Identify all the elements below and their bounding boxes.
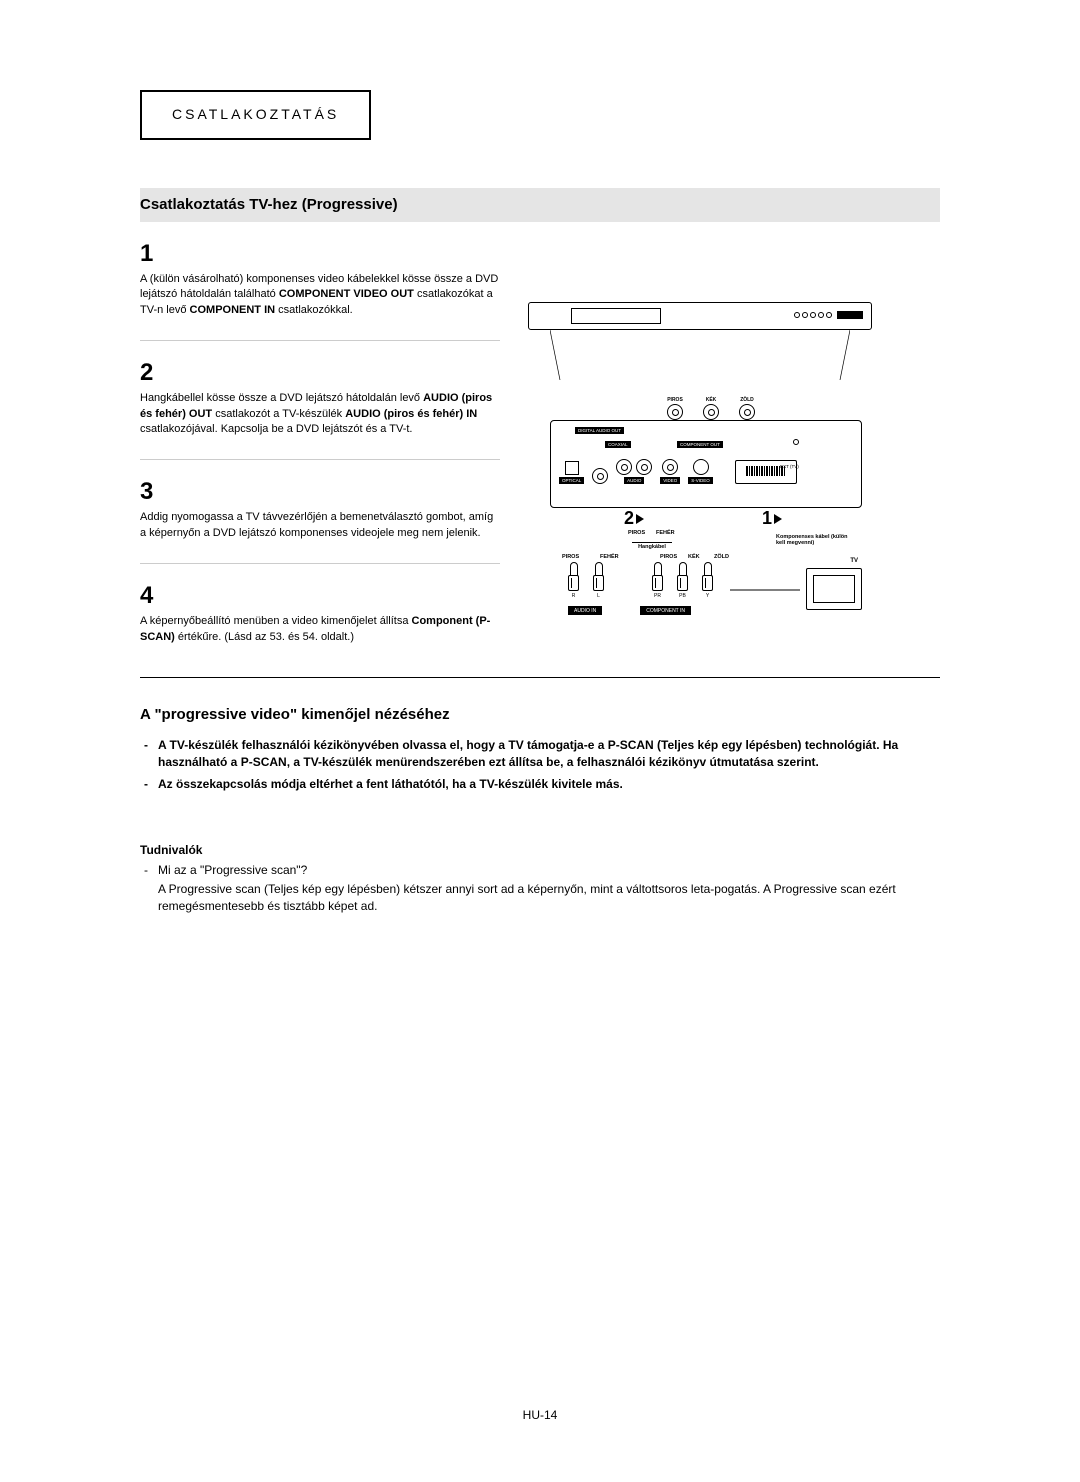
rca-plug: R — [568, 562, 579, 599]
port-label: COAXIAL — [605, 441, 631, 448]
bullet-list: A TV-készülék felhasználói kézikönyvében… — [140, 737, 940, 793]
jack-color-label: KÉK — [706, 397, 717, 403]
step-text: A (külön vásárolható) komponenses video … — [140, 272, 500, 318]
port-label: VIDEO — [660, 477, 680, 484]
coaxial-jack — [592, 468, 608, 484]
step-number: 3 — [140, 478, 500, 506]
subsection-title: A "progressive video" kimenőjel nézéséhe… — [140, 706, 940, 723]
component-out-jacks: PIROS KÉK ZÖLD — [667, 397, 755, 420]
tv-label: TV — [850, 558, 858, 564]
bullet-item: A TV-készülék felhasználói kézikönyvében… — [158, 737, 940, 772]
plug-color-label: KÉK — [688, 554, 700, 560]
plug-channel-label: PR — [654, 593, 661, 599]
audio-jack — [616, 459, 632, 475]
rca-plug: Y — [702, 562, 713, 599]
port-label: DIGITAL AUDIO OUT — [575, 427, 624, 434]
section-title: Csatlakoztatás TV-hez (Progressive) — [140, 196, 398, 213]
tv-input-labels: AUDIO IN COMPONENT IN — [568, 606, 691, 615]
front-display — [837, 311, 863, 319]
port-label: COMPONENT OUT — [677, 441, 723, 448]
audio-in-label: AUDIO IN — [568, 606, 602, 615]
front-button — [794, 312, 800, 318]
step-number: 4 — [140, 582, 500, 610]
jack-color-label: PIROS — [667, 397, 683, 403]
leader-lines — [550, 330, 850, 380]
audio-cable-color: PIROS — [628, 530, 645, 536]
plug-color-label: PIROS — [562, 554, 579, 560]
video-jack — [662, 459, 678, 475]
component-in-label: COMPONENT IN — [640, 606, 691, 615]
note-question: Mi az a "Progressive scan"? — [140, 863, 940, 877]
port-label: AUDIO — [624, 477, 644, 484]
step-number: 1 — [140, 240, 500, 268]
plug-channel-label: Y — [706, 593, 709, 599]
svideo-port — [693, 459, 709, 475]
chapter-label: CSATLAKOZTATÁS — [172, 106, 339, 122]
front-button — [810, 312, 816, 318]
front-button — [818, 312, 824, 318]
port-label: S-VIDEO — [688, 477, 713, 484]
plug-channel-label: R — [572, 593, 576, 599]
content-row: 1 A (külön vásárolható) komponenses vide… — [140, 222, 940, 667]
triangle-icon — [636, 514, 644, 524]
audio-jack — [636, 459, 652, 475]
step-text: Addig nyomogassa a TV távvezérlőjén a be… — [140, 510, 500, 541]
note-body: A Progressive scan (Teljes kép egy lépés… — [140, 881, 940, 916]
component-cable-label: Komponenses kábel (külön kell megvenni) — [776, 534, 854, 546]
audio-cable-color: FEHÉR — [656, 530, 675, 536]
diagram-column: PIROS KÉK ZÖLD DIGITAL AUDIO OUT COAXIAL — [520, 222, 940, 667]
jack-color-label: ZÖLD — [740, 397, 754, 403]
chapter-box: CSATLAKOZTATÁS — [140, 90, 371, 140]
cable-plugs-row: R L PR PB Y — [568, 562, 713, 599]
section-title-bar: Csatlakoztatás TV-hez (Progressive) — [140, 188, 940, 222]
tv-screen — [813, 575, 855, 603]
port-label: OPTICAL — [559, 477, 584, 484]
connector-line — [730, 582, 810, 612]
connection-diagram: PIROS KÉK ZÖLD DIGITAL AUDIO OUT COAXIAL — [520, 302, 880, 632]
step-number: 2 — [140, 359, 500, 387]
step-1: 1 A (külön vásárolható) komponenses vide… — [140, 222, 500, 341]
step-4: 4 A képernyőbeállító menüben a video kim… — [140, 564, 500, 667]
step-3: 3 Addig nyomogassa a TV távvezérlőjén a … — [140, 460, 500, 564]
bullet-item: Az összekapcsolás módja eltérhet a fent … — [158, 776, 940, 793]
step-2: 2 Hangkábellel kösse össze a DVD lejátsz… — [140, 341, 500, 460]
triangle-icon — [774, 514, 782, 524]
rca-plug: PR — [652, 562, 663, 599]
steps-column: 1 A (külön vásárolható) komponenses vide… — [140, 222, 500, 667]
front-button — [826, 312, 832, 318]
plug-color-label: FEHÉR — [600, 554, 619, 560]
ext-label: EXT (TV) — [780, 465, 799, 470]
arrow-marker-2: 2 — [624, 508, 644, 529]
disc-tray — [571, 308, 661, 324]
front-button — [802, 312, 808, 318]
dvd-back-panel: PIROS KÉK ZÖLD DIGITAL AUDIO OUT COAXIAL — [550, 420, 862, 508]
front-panel — [794, 311, 863, 319]
tv-icon — [806, 568, 862, 610]
plug-color-label: PIROS — [660, 554, 677, 560]
optical-port — [565, 461, 579, 475]
arrow-marker-1: 1 — [762, 508, 782, 529]
page-number: HU-14 — [523, 1408, 558, 1422]
plug-channel-label: PB — [679, 593, 686, 599]
plug-channel-label: L — [597, 593, 600, 599]
audio-cable-label: Hangkábel — [632, 542, 672, 550]
back-panel-ports: OPTICAL AUDIO VIDEO — [559, 459, 797, 484]
step-text: A képernyőbeállító menüben a video kimen… — [140, 614, 500, 645]
power-indicator — [793, 439, 799, 445]
rca-jack — [703, 404, 719, 420]
rca-plug: L — [593, 562, 604, 599]
step-text: Hangkábellel kösse össze a DVD lejátszó … — [140, 391, 500, 437]
rca-jack — [667, 404, 683, 420]
dvd-player-front — [528, 302, 872, 330]
note-heading: Tudnivalók — [140, 843, 940, 857]
divider — [140, 677, 940, 678]
rca-plug: PB — [677, 562, 688, 599]
plug-color-label: ZÖLD — [714, 554, 729, 560]
rca-jack — [739, 404, 755, 420]
